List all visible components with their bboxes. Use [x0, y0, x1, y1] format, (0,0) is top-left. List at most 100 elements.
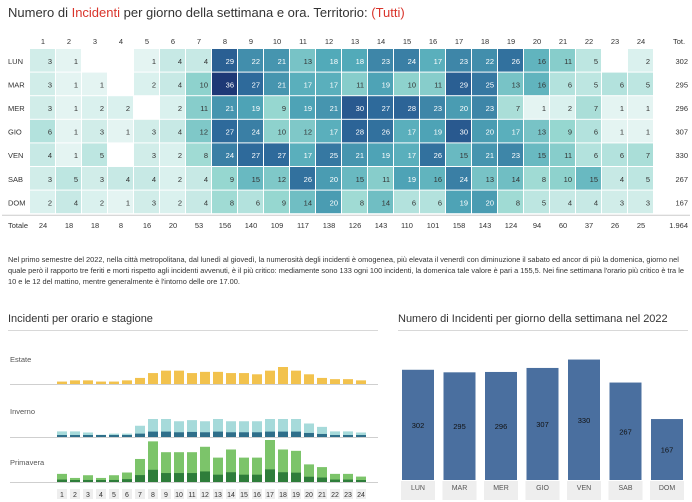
heat-value: 9: [282, 104, 286, 113]
heat-cell: [524, 119, 549, 143]
heat-value: 20: [330, 198, 338, 207]
season-bar: [70, 380, 80, 384]
column-total: 37: [585, 221, 593, 230]
season-bar: [161, 370, 171, 384]
hour-header: 5: [145, 37, 149, 46]
hour-tick-label: 17: [266, 492, 274, 499]
heat-cell: [134, 190, 159, 214]
heat-cell: [602, 119, 627, 143]
heat-value: 4: [178, 57, 182, 66]
heat-cell: [628, 143, 653, 166]
heat-value: 1: [646, 104, 650, 113]
season-bar: [213, 457, 223, 482]
season-bar-dark: [265, 469, 275, 482]
heat-value: 21: [278, 80, 286, 89]
heat-value: 8: [516, 198, 520, 207]
heat-value: 4: [178, 80, 182, 89]
hour-tick-bg: [109, 489, 119, 499]
season-bar-dark: [239, 474, 249, 482]
heat-cell: [498, 96, 523, 119]
hour-tick-bg: [161, 489, 171, 499]
heat-value: 3: [646, 198, 650, 207]
heat-value: 26: [512, 57, 520, 66]
heat-cell: [368, 143, 393, 166]
heat-value: 20: [486, 198, 494, 207]
season-bar: [174, 452, 184, 482]
season-bar: [356, 380, 366, 384]
heat-value: 25: [486, 80, 494, 89]
heat-cell: [550, 72, 575, 96]
heat-value: 23: [512, 151, 520, 160]
hour-tick-label: 11: [188, 492, 195, 499]
heat-cell: [446, 190, 471, 214]
heat-cell: [186, 143, 211, 166]
heat-cell: [264, 96, 289, 119]
heat-value: 27: [226, 128, 234, 137]
total-row-label: Totale: [8, 221, 28, 230]
heat-value: 15: [252, 175, 260, 184]
column-total: 18: [91, 221, 99, 230]
heat-cell: [498, 49, 523, 72]
heat-cell: [238, 96, 263, 119]
column-total: 101: [427, 221, 440, 230]
hour-header: 13: [351, 37, 359, 46]
season-bar: [122, 380, 132, 384]
season-bar-dark: [200, 432, 210, 437]
heat-cell: [524, 96, 549, 119]
heat-cell: [420, 49, 445, 72]
heat-value: 6: [256, 198, 260, 207]
hour-tick-bg: [174, 489, 184, 499]
heat-value: 11: [434, 80, 442, 89]
heat-cell: [368, 96, 393, 119]
heat-value: 2: [152, 80, 156, 89]
heat-cell: [264, 72, 289, 96]
heat-cell: [394, 49, 419, 72]
season-bar: [135, 458, 145, 482]
heat-cell: [264, 143, 289, 166]
season-bar: [252, 421, 262, 437]
seasonal-title-divider: [8, 330, 378, 331]
hour-tick-bg: [83, 489, 93, 499]
hour-tick-bg: [317, 489, 327, 499]
heat-value: 19: [460, 198, 468, 207]
season-bar: [187, 420, 197, 437]
season-bar-dark: [304, 432, 314, 437]
heat-cell: [394, 72, 419, 96]
column-total: 18: [65, 221, 73, 230]
heat-cell: [342, 190, 367, 214]
heat-value: 8: [360, 198, 364, 207]
heat-value: 1: [100, 80, 104, 89]
heat-cell: [342, 119, 367, 143]
hour-tick-bg: [148, 489, 158, 499]
season-bar: [278, 367, 288, 384]
heat-cell: [82, 96, 107, 119]
heat-value: 14: [382, 198, 390, 207]
heat-cell: [498, 143, 523, 166]
heat-value: 26: [304, 175, 312, 184]
heat-value: 13: [304, 57, 312, 66]
heat-value: 2: [178, 151, 182, 160]
hour-tick-label: 5: [112, 492, 116, 499]
heat-value: 3: [100, 175, 104, 184]
day-label: SAB: [8, 175, 23, 184]
column-total: 140: [245, 221, 258, 230]
heat-value: 4: [126, 175, 130, 184]
heat-value: 3: [48, 57, 52, 66]
heat-cell: [420, 190, 445, 214]
heat-value: 6: [568, 80, 572, 89]
hour-header: 17: [455, 37, 463, 46]
hour-tick-label: 22: [331, 492, 339, 499]
heat-value: 17: [330, 128, 338, 137]
day-bar-value: 307: [536, 420, 549, 429]
page-title: Numero di Incidenti per giorno della set…: [8, 5, 405, 20]
heat-cell: [186, 72, 211, 96]
heat-cell: [186, 49, 211, 72]
heat-cell: [368, 49, 393, 72]
heat-cell: [628, 190, 653, 214]
column-total: 117: [297, 221, 309, 230]
heat-value: 27: [382, 104, 390, 113]
column-total: 156: [219, 221, 232, 230]
day-tick-bg: [650, 481, 684, 500]
heat-cell: [56, 167, 81, 190]
heat-cell: [368, 167, 393, 190]
